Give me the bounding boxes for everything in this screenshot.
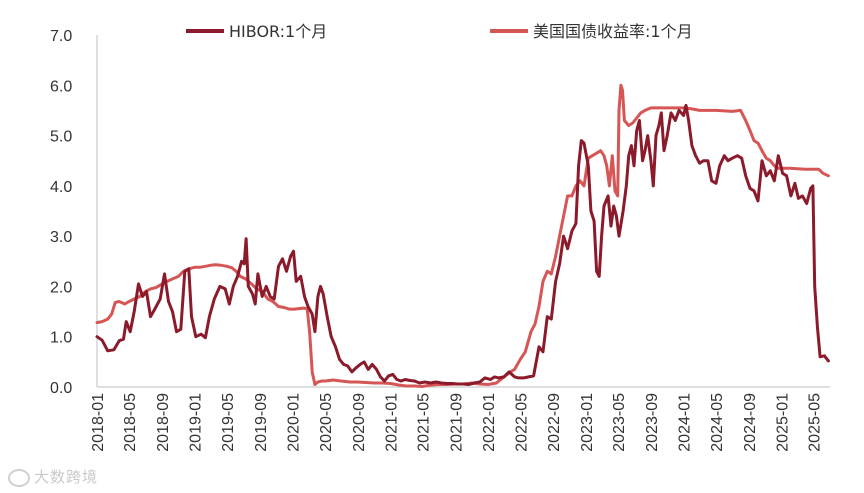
series-line-1 [95,83,830,388]
x-tick-label: 2019-09 [253,393,270,452]
x-tick-label: 2024-09 [742,393,759,452]
y-tick-label: 5.0 [50,129,72,146]
x-tick-label: 2024-05 [709,393,726,452]
x-tick-label: 2025-05 [807,393,824,452]
x-tick-label: 2023-05 [611,393,628,452]
x-tick-label: 2022-05 [513,393,530,452]
x-tick-label: 2022-01 [481,393,498,452]
x-tick-label: 2021-05 [416,393,433,452]
x-tick-label: 2020-09 [351,393,368,452]
y-axis: 0.0 1.0 2.0 3.0 4.0 5.0 6.0 7.0 [50,28,98,397]
x-tick-label: 2020-01 [285,393,302,452]
legend-label: HIBOR:1个月 [229,22,327,41]
y-tick-label: 3.0 [50,229,72,246]
legend-label: 美国国债收益率:1个月 [533,22,693,41]
y-tick-label: 2.0 [50,279,72,296]
x-tick-label: 2022-09 [546,393,563,452]
x-tick-label: 2021-01 [383,393,400,452]
x-tick-label: 2019-05 [220,393,237,452]
legend: HIBOR:1个月 美国国债收益率:1个月 [186,22,693,41]
x-tick-label: 2021-09 [448,393,465,452]
x-tick-label: 2018-09 [155,393,172,452]
x-tick-label: 2018-05 [122,393,139,452]
x-tick-label: 2024-01 [677,393,694,452]
series-lines [95,83,830,388]
x-tick-label: 2023-01 [579,393,596,452]
y-tick-label: 0.0 [50,380,72,397]
x-tick-label: 2020-05 [318,393,335,452]
y-tick-label: 1.0 [50,330,72,347]
x-tick-label: 2018-01 [90,393,107,452]
series-line-0 [95,103,830,386]
y-tick-label: 7.0 [50,28,72,45]
x-tick-label: 2019-01 [188,393,205,452]
y-tick-label: 4.0 [50,179,72,196]
x-tick-label: 2025-01 [775,393,792,452]
x-axis: 2018-01 2018-05 2018-09 2019-01 2019-05 2019-… [90,386,830,452]
y-tick-label: 6.0 [50,78,72,95]
x-tick-label: 2023-09 [644,393,661,452]
watermark-logo: 大数跨境 [8,466,98,487]
